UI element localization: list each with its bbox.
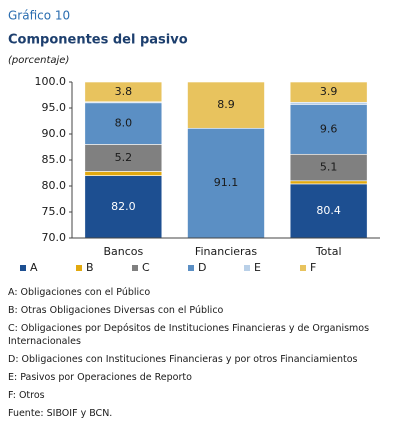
legend-label: B	[86, 261, 94, 274]
legend-label: D	[198, 261, 206, 274]
note: E: Pasivos por Operaciones de Reporto	[8, 372, 192, 383]
value-label: 9.6	[320, 122, 338, 135]
bar-segment	[289, 81, 368, 103]
legend-swatch	[188, 265, 194, 271]
legend-swatch	[132, 265, 138, 271]
chart-title: Componentes del pasivo	[8, 33, 188, 48]
note: F: Otros	[8, 390, 45, 401]
value-label: 82.0	[111, 200, 136, 213]
y-tick-label: 80.0	[42, 179, 67, 192]
chart-subtitle: (porcentaje)	[8, 55, 69, 66]
y-tick-label: 85.0	[42, 153, 67, 166]
legend-swatch	[300, 265, 306, 271]
legend-swatch	[76, 265, 82, 271]
bar-segment	[289, 180, 368, 185]
legend-label: E	[254, 261, 261, 274]
y-tick-label: 95.0	[42, 101, 67, 114]
y-tick-label: 75.0	[42, 205, 67, 218]
value-label: 5.2	[115, 151, 133, 164]
legend-label: A	[30, 261, 38, 274]
bar-segment	[187, 81, 265, 129]
y-tick-label: 90.0	[42, 127, 67, 140]
value-label: 8.0	[115, 117, 133, 130]
value-label: 80.4	[316, 204, 341, 217]
note: C: Obligaciones por Depósitos de Institu…	[8, 323, 370, 347]
bar-segment	[289, 104, 368, 155]
bar-segment	[289, 101, 368, 105]
bar-segment	[84, 102, 163, 145]
note: D: Obligaciones con Instituciones Financ…	[8, 354, 358, 365]
legend-label: F	[310, 261, 316, 274]
legend-label: C	[142, 261, 150, 274]
bar-segment	[84, 144, 163, 172]
bar-segment	[84, 171, 163, 176]
value-label: 8.9	[217, 98, 235, 111]
value-label: 91.1	[214, 176, 239, 189]
x-tick-label: Financieras	[195, 245, 257, 258]
bar-segment	[289, 183, 368, 239]
notes: A: Obligaciones con el Público B: Otras O…	[8, 286, 393, 425]
source: Fuente: SIBOIF y BCN.	[8, 408, 113, 419]
legend-swatch	[20, 265, 26, 271]
x-tick-label: Bancos	[103, 245, 143, 258]
x-tick-label: Total	[315, 245, 342, 258]
y-tick-label: 70.0	[42, 231, 67, 244]
y-tick-label: 100.0	[35, 75, 67, 88]
legend-swatch	[244, 265, 250, 271]
bar-segment	[289, 153, 368, 182]
note: B: Otras Obligaciones Diversas con el Pú…	[8, 305, 224, 316]
value-label: 3.9	[320, 85, 338, 98]
bar-segment	[84, 81, 163, 103]
figure-label: Gráfico 10	[8, 9, 70, 23]
value-label: 5.1	[320, 161, 338, 174]
value-label: 3.8	[115, 85, 133, 98]
note: A: Obligaciones con el Público	[8, 287, 151, 298]
chart: Gráfico 10 Componentes del pasivo (porce…	[8, 9, 380, 274]
